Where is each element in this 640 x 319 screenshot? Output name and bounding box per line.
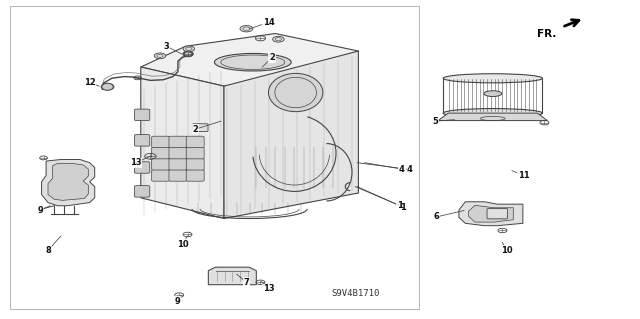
Ellipse shape bbox=[214, 54, 291, 71]
FancyBboxPatch shape bbox=[134, 135, 150, 146]
Circle shape bbox=[240, 26, 253, 32]
Ellipse shape bbox=[443, 108, 543, 118]
Polygon shape bbox=[459, 202, 523, 226]
Text: FR.: FR. bbox=[538, 29, 557, 39]
Text: 3: 3 bbox=[164, 42, 169, 51]
FancyBboxPatch shape bbox=[152, 147, 170, 159]
Polygon shape bbox=[224, 51, 358, 219]
Ellipse shape bbox=[184, 51, 193, 57]
FancyBboxPatch shape bbox=[169, 136, 187, 148]
Polygon shape bbox=[42, 160, 95, 206]
Text: 1: 1 bbox=[397, 201, 403, 210]
Text: 14: 14 bbox=[263, 18, 275, 27]
Bar bbox=[10, 6, 419, 309]
Text: 9: 9 bbox=[38, 206, 43, 215]
Text: 9: 9 bbox=[175, 297, 180, 306]
FancyBboxPatch shape bbox=[186, 170, 204, 181]
FancyBboxPatch shape bbox=[186, 136, 204, 148]
Ellipse shape bbox=[269, 73, 323, 112]
Text: 7: 7 bbox=[244, 278, 249, 287]
Ellipse shape bbox=[484, 91, 502, 97]
FancyBboxPatch shape bbox=[169, 147, 187, 159]
FancyBboxPatch shape bbox=[152, 170, 170, 181]
Text: 6: 6 bbox=[433, 212, 440, 221]
Text: 12: 12 bbox=[84, 78, 95, 87]
Circle shape bbox=[273, 36, 284, 42]
FancyBboxPatch shape bbox=[487, 209, 508, 219]
Circle shape bbox=[183, 46, 195, 52]
Text: 13: 13 bbox=[263, 284, 275, 293]
Text: 4: 4 bbox=[406, 165, 413, 174]
FancyBboxPatch shape bbox=[134, 186, 150, 197]
Polygon shape bbox=[438, 113, 547, 121]
Text: S9V4B1710: S9V4B1710 bbox=[331, 289, 380, 298]
FancyBboxPatch shape bbox=[134, 109, 150, 121]
FancyBboxPatch shape bbox=[169, 170, 187, 181]
Text: 10: 10 bbox=[177, 240, 188, 249]
FancyBboxPatch shape bbox=[134, 162, 150, 173]
FancyBboxPatch shape bbox=[186, 159, 204, 170]
Circle shape bbox=[154, 53, 166, 59]
Text: 10: 10 bbox=[501, 246, 513, 255]
Polygon shape bbox=[209, 267, 256, 285]
FancyBboxPatch shape bbox=[186, 147, 204, 159]
Text: 2: 2 bbox=[192, 125, 198, 134]
Ellipse shape bbox=[102, 83, 113, 90]
Text: 13: 13 bbox=[130, 158, 141, 167]
Text: 5: 5 bbox=[432, 117, 438, 126]
Text: 8: 8 bbox=[45, 246, 51, 255]
Polygon shape bbox=[141, 67, 224, 219]
Polygon shape bbox=[48, 163, 88, 200]
FancyBboxPatch shape bbox=[152, 136, 170, 148]
Polygon shape bbox=[141, 33, 358, 86]
FancyBboxPatch shape bbox=[169, 159, 187, 170]
Text: 1: 1 bbox=[400, 203, 406, 212]
Polygon shape bbox=[468, 205, 513, 222]
Text: 11: 11 bbox=[518, 171, 529, 180]
Ellipse shape bbox=[443, 74, 543, 83]
Text: 2: 2 bbox=[269, 53, 275, 62]
FancyBboxPatch shape bbox=[193, 124, 208, 131]
FancyBboxPatch shape bbox=[152, 159, 170, 170]
Text: 4: 4 bbox=[399, 165, 405, 174]
